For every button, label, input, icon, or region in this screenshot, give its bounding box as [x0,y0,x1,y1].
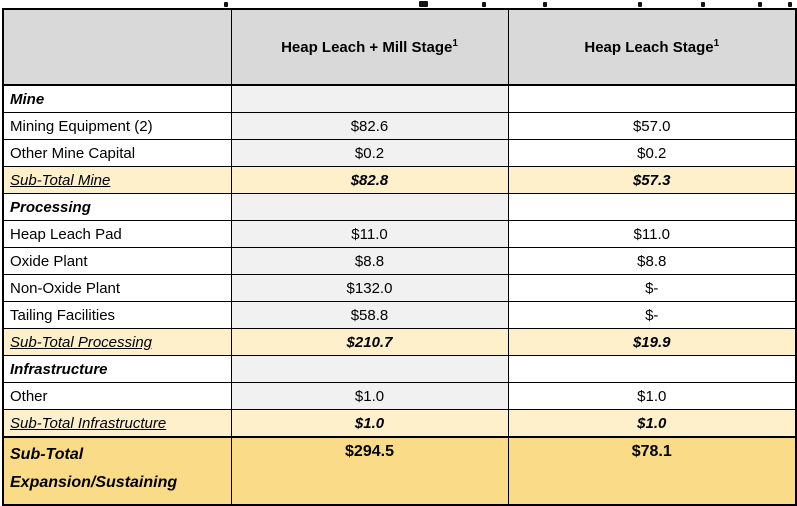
header-cell-heap-leach-stage: Heap Leach Stage1 [507,8,797,86]
capital-cost-table: Heap Leach + Mill Stage1 Heap Leach Stag… [2,8,797,506]
value-cell: $1.0 [507,382,797,410]
section-label: Mine [2,84,232,113]
section-label: Infrastructure [2,355,232,383]
value-cell: $58.8 [230,301,509,329]
column-title: Heap Leach Stage [584,38,714,56]
value-cell: $- [507,301,797,329]
empty-cell [230,355,509,383]
section-row-processing: Processing [2,193,797,221]
value-cell: $0.2 [230,139,509,167]
title-descender-mark [543,2,547,7]
footnote-superscript: 1 [713,37,720,49]
subtotal-value-cell: $19.9 [507,328,797,356]
section-row-mine: Mine [2,84,797,113]
row-label: Heap Leach Pad [2,220,232,248]
row-label: Other [2,382,232,410]
subtotal-label: Sub-Total Infrastructure [2,409,232,438]
grand-total-value-cell: $294.5 [230,436,509,506]
title-descender-mark [788,2,792,7]
value-cell: $57.0 [507,112,797,140]
value-cell: $132.0 [230,274,509,302]
subtotal-value-cell: $1.0 [230,409,509,438]
row-label: Oxide Plant [2,247,232,275]
value-cell: $8.8 [507,247,797,275]
table-row-other-infrastructure: Other $1.0 $1.0 [2,382,797,410]
table-row-mining-equipment: Mining Equipment (2) $82.6 $57.0 [2,112,797,140]
grand-total-label: Sub-Total Expansion/Sustaining [2,436,232,506]
section-row-infrastructure: Infrastructure [2,355,797,383]
title-descender-mark [638,2,642,7]
title-descender-mark [701,2,705,7]
title-descender-mark [482,2,486,7]
value-cell: $1.0 [230,382,509,410]
clipped-title-remnant [0,0,797,8]
section-label: Processing [2,193,232,221]
header-cell-empty [2,8,232,86]
subtotal-value-cell: $210.7 [230,328,509,356]
row-label: Tailing Facilities [2,301,232,329]
value-cell: $11.0 [230,220,509,248]
table-row-oxide-plant: Oxide Plant $8.8 $8.8 [2,247,797,275]
grand-total-row-expansion-sustaining: Sub-Total Expansion/Sustaining $294.5 $7… [2,436,797,506]
subtotal-value-cell: $82.8 [230,166,509,194]
table-row-tailing-facilities: Tailing Facilities $58.8 $- [2,301,797,329]
table-row-non-oxide-plant: Non-Oxide Plant $132.0 $- [2,274,797,302]
title-descender-mark [419,1,428,7]
title-descender-mark [758,2,762,7]
table-row-heap-leach-pad: Heap Leach Pad $11.0 $11.0 [2,220,797,248]
row-label: Non-Oxide Plant [2,274,232,302]
empty-cell [230,84,509,113]
value-cell: $82.6 [230,112,509,140]
table-header-row: Heap Leach + Mill Stage1 Heap Leach Stag… [2,8,797,86]
column-title: Heap Leach + Mill Stage [281,38,453,56]
grand-total-value-cell: $78.1 [507,436,797,506]
header-cell-heap-leach-mill-stage: Heap Leach + Mill Stage1 [230,8,509,86]
subtotal-label: Sub-Total Mine [2,166,232,194]
title-descender-mark [224,2,228,7]
footnote-superscript: 1 [452,37,458,49]
subtotal-value-cell: $1.0 [507,409,797,438]
value-cell: $8.8 [230,247,509,275]
empty-cell [230,193,509,221]
value-cell: $- [507,274,797,302]
empty-cell [507,193,797,221]
subtotal-label: Sub-Total Processing [2,328,232,356]
subtotal-row-infrastructure: Sub-Total Infrastructure $1.0 $1.0 [2,409,797,438]
empty-cell [507,84,797,113]
subtotal-row-processing: Sub-Total Processing $210.7 $19.9 [2,328,797,356]
value-cell: $11.0 [507,220,797,248]
subtotal-row-mine: Sub-Total Mine $82.8 $57.3 [2,166,797,194]
subtotal-value-cell: $57.3 [507,166,797,194]
table-row-other-mine-capital: Other Mine Capital $0.2 $0.2 [2,139,797,167]
value-cell: $0.2 [507,139,797,167]
empty-cell [507,355,797,383]
row-label: Mining Equipment (2) [2,112,232,140]
row-label: Other Mine Capital [2,139,232,167]
